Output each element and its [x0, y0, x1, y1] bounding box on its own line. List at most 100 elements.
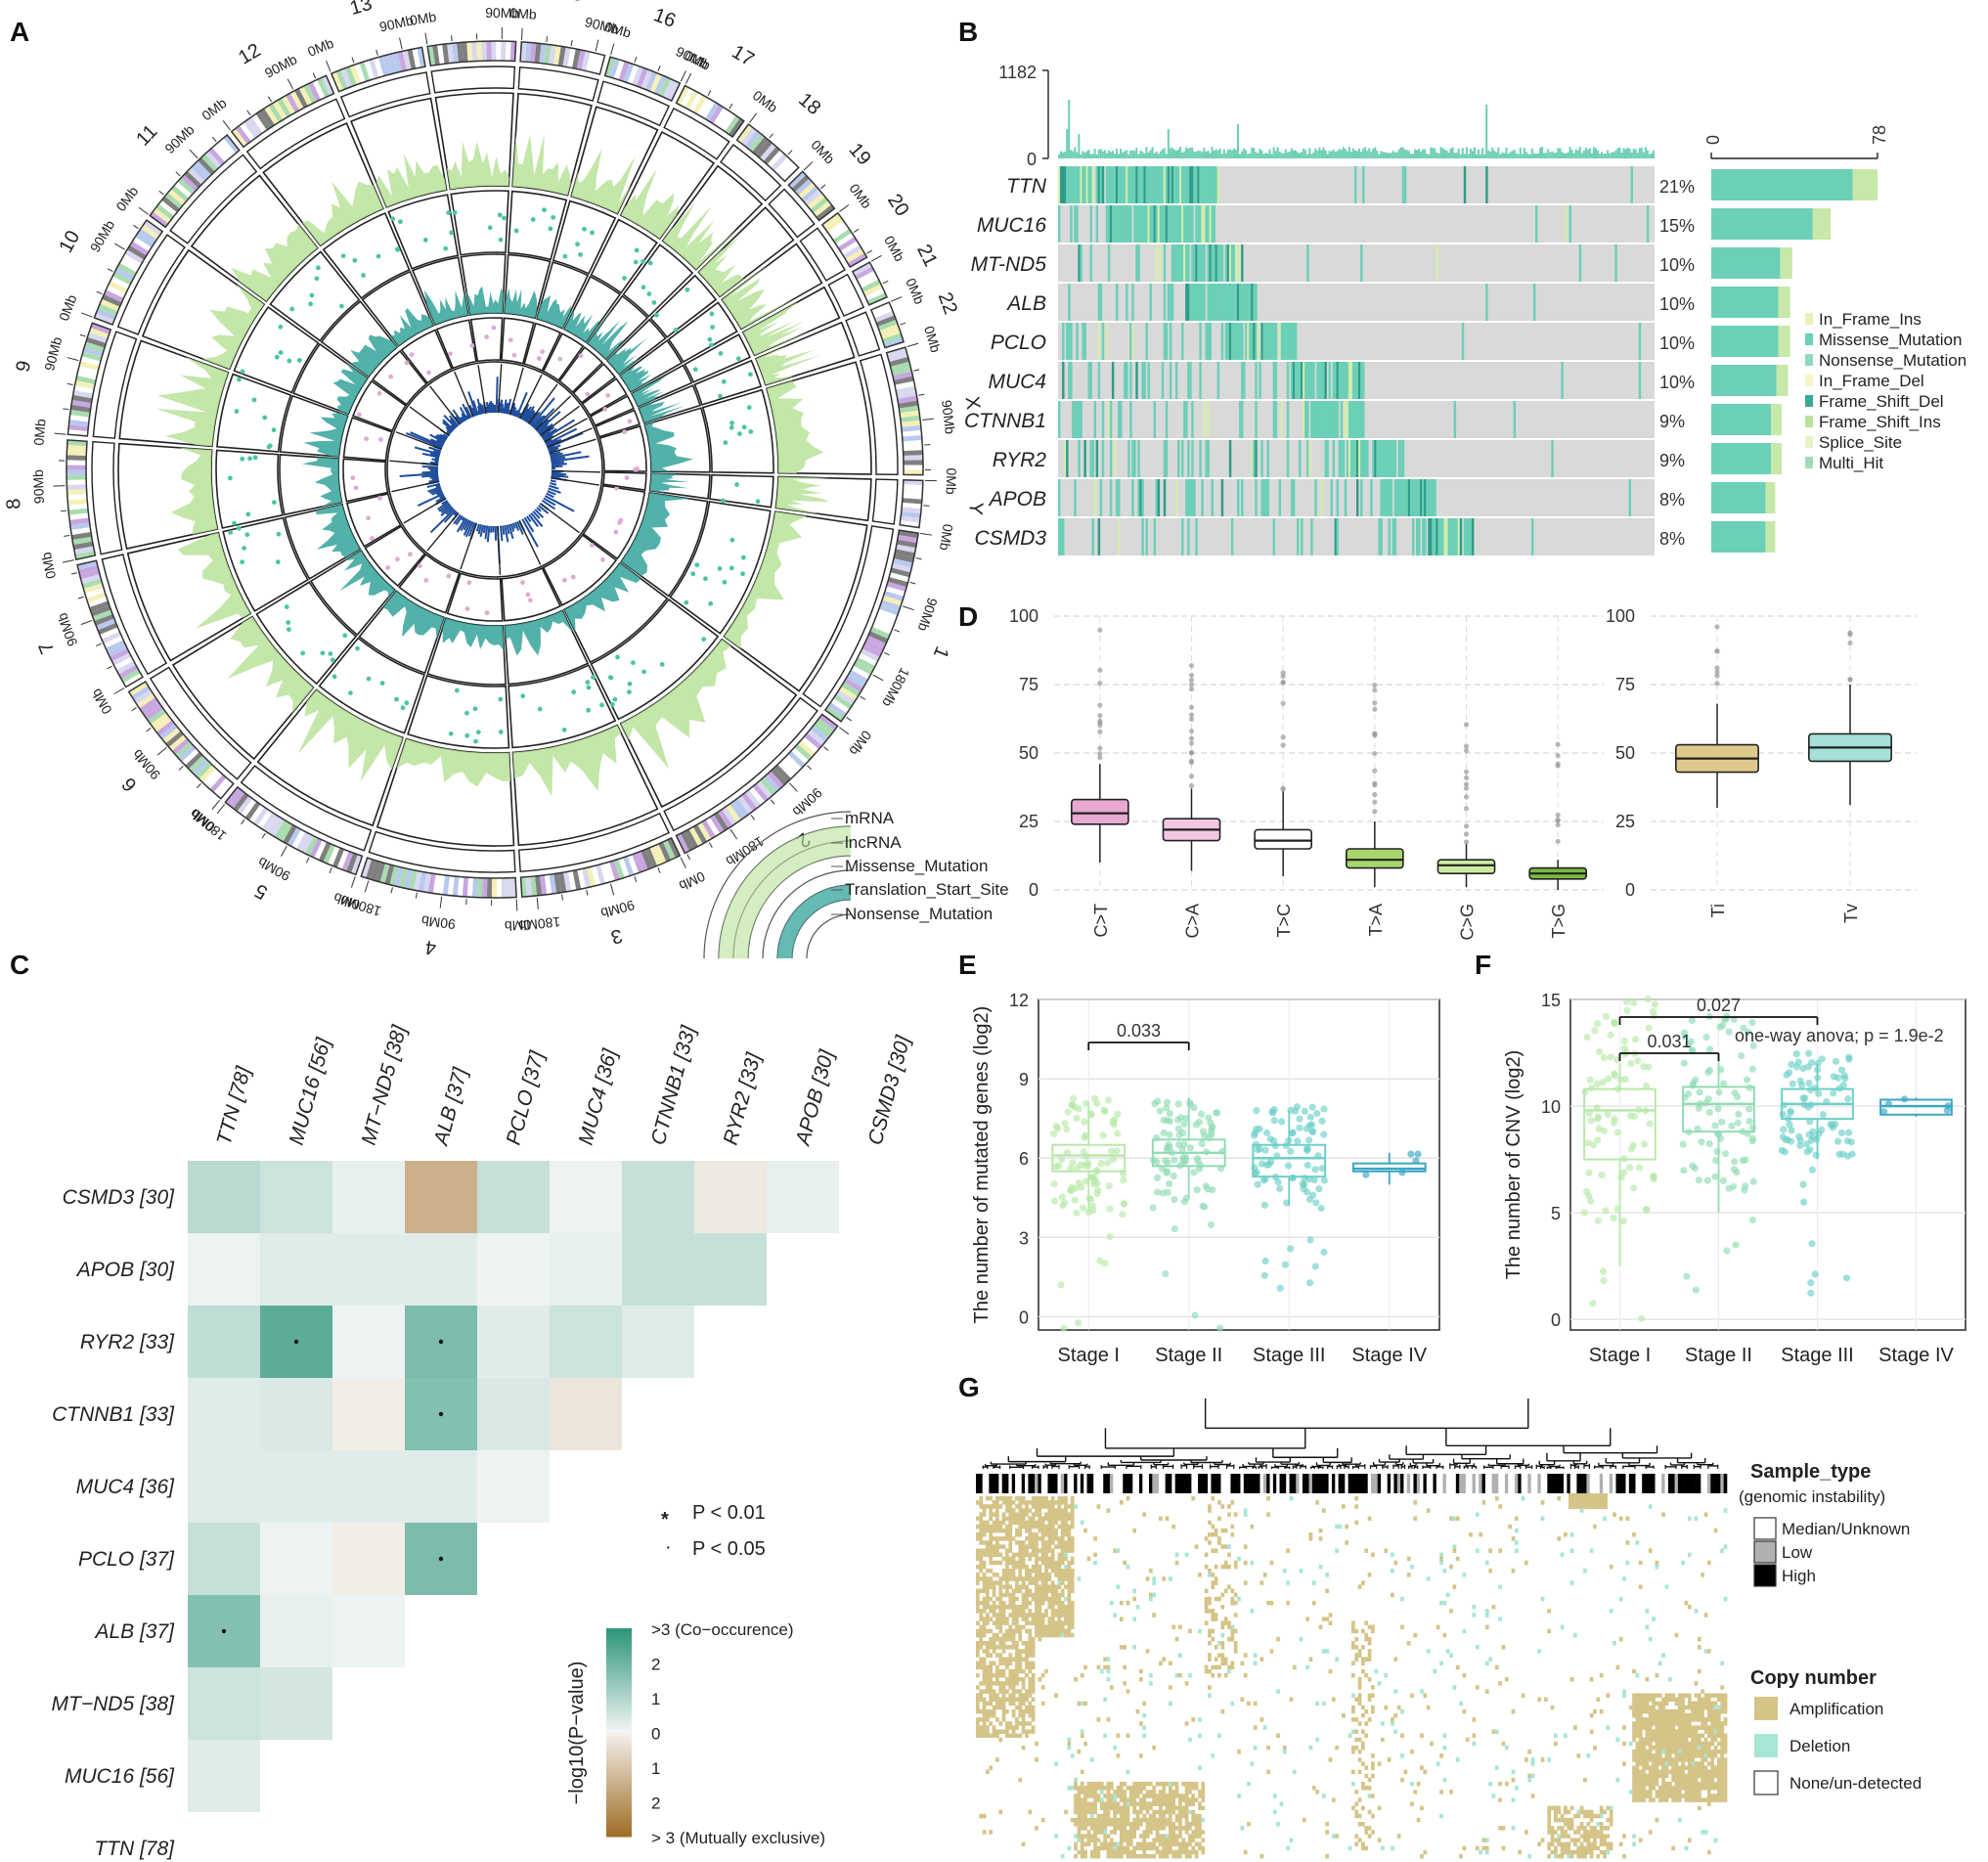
- mutation-cell: [1245, 284, 1248, 321]
- ideogram-band: [895, 544, 916, 554]
- ideogram-band: [110, 276, 130, 289]
- ideogram-band: [110, 647, 130, 662]
- ideogram-outline: [899, 479, 924, 529]
- amplification-cell: [1047, 1576, 1052, 1581]
- sample-type-cell: [1710, 1474, 1714, 1493]
- y-tick-label: 25: [1019, 812, 1038, 831]
- ideogram-band: [877, 319, 899, 332]
- mutation-cell: [1424, 479, 1427, 516]
- colorbar-segment: [606, 1666, 632, 1671]
- missense-point: [575, 242, 580, 247]
- amplification-cell: [1488, 1569, 1492, 1574]
- track-frame: [518, 812, 670, 872]
- tmb-bar: [1565, 153, 1568, 158]
- amplification-cell: [1214, 1548, 1218, 1553]
- ideogram-band: [331, 847, 345, 868]
- sample-point: [1585, 1169, 1593, 1176]
- amplification-cell: [1008, 1496, 1013, 1501]
- ideogram-band: [777, 159, 796, 178]
- outlier: [1280, 742, 1286, 748]
- amplification-cell: [1047, 1617, 1052, 1621]
- sample-point: [1303, 1125, 1310, 1132]
- sample-point: [1270, 1105, 1278, 1114]
- mutation-cell: [1422, 479, 1425, 516]
- sample-type-cell: [1315, 1474, 1319, 1493]
- amplification-cell: [1031, 1564, 1036, 1570]
- amplification-cell: [995, 1544, 999, 1549]
- sample-point: [1600, 1127, 1608, 1134]
- sample-type-cell: [1413, 1474, 1418, 1493]
- amplification-cell: [989, 1536, 994, 1541]
- amplification-cell: [989, 1609, 994, 1614]
- missense-point: [464, 732, 470, 738]
- sample-point: [1713, 1147, 1721, 1156]
- ideogram-tick: [63, 408, 69, 411]
- sample-point: [1260, 1201, 1268, 1209]
- mutation-cell: [1432, 479, 1435, 516]
- mutation-cell: [1127, 166, 1130, 203]
- mutation-cell: [1078, 244, 1081, 282]
- sample-type-cell: [1657, 1474, 1662, 1493]
- mutation-cell: [1638, 323, 1642, 360]
- tmb-bar: [1497, 147, 1500, 158]
- tick-label: 0Mb: [603, 19, 634, 41]
- mutation-cell: [1137, 244, 1140, 282]
- sample-point: [1166, 1179, 1173, 1188]
- ideogram-band: [202, 768, 220, 786]
- mutation-cell: [1169, 284, 1172, 321]
- sample-type-cell: [1174, 1474, 1179, 1493]
- amplification-cell: [982, 1504, 987, 1509]
- ideogram-band: [867, 631, 889, 644]
- missense-point: [473, 738, 478, 744]
- tmb-bar: [1314, 148, 1317, 158]
- missense-point: [590, 230, 595, 236]
- nonsense-point: [578, 353, 584, 359]
- amplification-cell: [1126, 1600, 1130, 1606]
- amplification-cell: [1498, 1548, 1502, 1553]
- amplification-cell: [976, 1605, 980, 1610]
- sample-point: [1171, 1196, 1178, 1204]
- ideogram-tick: [595, 39, 599, 52]
- sample-point: [1807, 1279, 1815, 1287]
- missense-point: [692, 367, 698, 373]
- mutation-cell: [1353, 362, 1357, 399]
- tmb-bar: [1135, 148, 1138, 158]
- deletion-cell: [1579, 1508, 1584, 1513]
- ideogram-band: [457, 42, 464, 63]
- ideogram-band: [767, 771, 784, 789]
- tmb-bar: [1576, 150, 1579, 158]
- sample-type-cell: [1557, 1474, 1562, 1493]
- missense-point: [275, 559, 281, 565]
- ideogram-band: [314, 839, 328, 861]
- deletion-cell: [1514, 1548, 1519, 1553]
- ideogram-outline: [127, 680, 235, 800]
- ideogram-band: [627, 854, 640, 875]
- amplification-cell: [1044, 1524, 1048, 1530]
- ideogram-band: [553, 872, 562, 894]
- sample-point: [1175, 1131, 1183, 1139]
- density-spike: [481, 404, 485, 415]
- ideogram-band: [791, 174, 810, 193]
- amplification-cell: [1070, 1588, 1075, 1594]
- deletion-cell: [1237, 1596, 1241, 1602]
- amplification-cell: [1008, 1556, 1013, 1562]
- deletion-cell: [1152, 1592, 1157, 1598]
- missense-point: [599, 702, 604, 708]
- tmb-bar: [1191, 147, 1194, 158]
- sample-type-cell: [1025, 1474, 1029, 1493]
- tmb-bar: [1249, 153, 1252, 158]
- density-spike: [550, 452, 563, 458]
- chromosome-label: 1: [929, 643, 953, 662]
- amplification-cell: [1044, 1504, 1048, 1509]
- mutation-cell: [1149, 284, 1152, 321]
- amplification-cell: [1208, 1508, 1212, 1513]
- amplification-cell: [1028, 1573, 1033, 1577]
- tmb-bar: [1485, 105, 1488, 158]
- amplification-cell: [1008, 1524, 1013, 1530]
- mutation-cell: [1418, 479, 1421, 516]
- mutation-cell: [1070, 166, 1073, 203]
- density-spike: [433, 449, 441, 455]
- amplification-cell: [1230, 1524, 1235, 1530]
- tmb-bar: [1118, 154, 1121, 158]
